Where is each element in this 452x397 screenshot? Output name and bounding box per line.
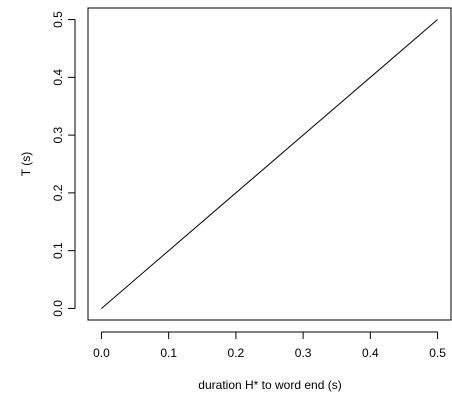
x-tick-label: 0.2 bbox=[228, 346, 245, 360]
y-tick-label: 0.0 bbox=[51, 300, 65, 317]
x-axis: 0.0 0.1 0.2 0.3 0.4 0.5 bbox=[93, 331, 446, 360]
y-tick-label: 0.5 bbox=[51, 11, 65, 28]
y-tick-label: 0.1 bbox=[51, 242, 65, 259]
x-tick-label: 0.0 bbox=[93, 346, 110, 360]
x-tick-label: 0.5 bbox=[429, 346, 446, 360]
series-layer bbox=[101, 19, 438, 309]
y-axis-title: T (s) bbox=[19, 152, 33, 176]
x-axis-title: duration H* to word end (s) bbox=[198, 378, 341, 392]
plot-frame bbox=[87, 7, 452, 321]
x-tick-label: 0.4 bbox=[362, 346, 379, 360]
y-axis: 0.0 0.1 0.2 0.3 0.4 0.5 bbox=[51, 11, 76, 317]
series-line bbox=[101, 19, 438, 309]
x-tick-label: 0.1 bbox=[160, 346, 177, 360]
y-tick-label: 0.2 bbox=[51, 184, 65, 201]
y-tick-label: 0.3 bbox=[51, 126, 65, 143]
y-tick-label: 0.4 bbox=[51, 69, 65, 86]
x-tick-label: 0.3 bbox=[295, 346, 312, 360]
